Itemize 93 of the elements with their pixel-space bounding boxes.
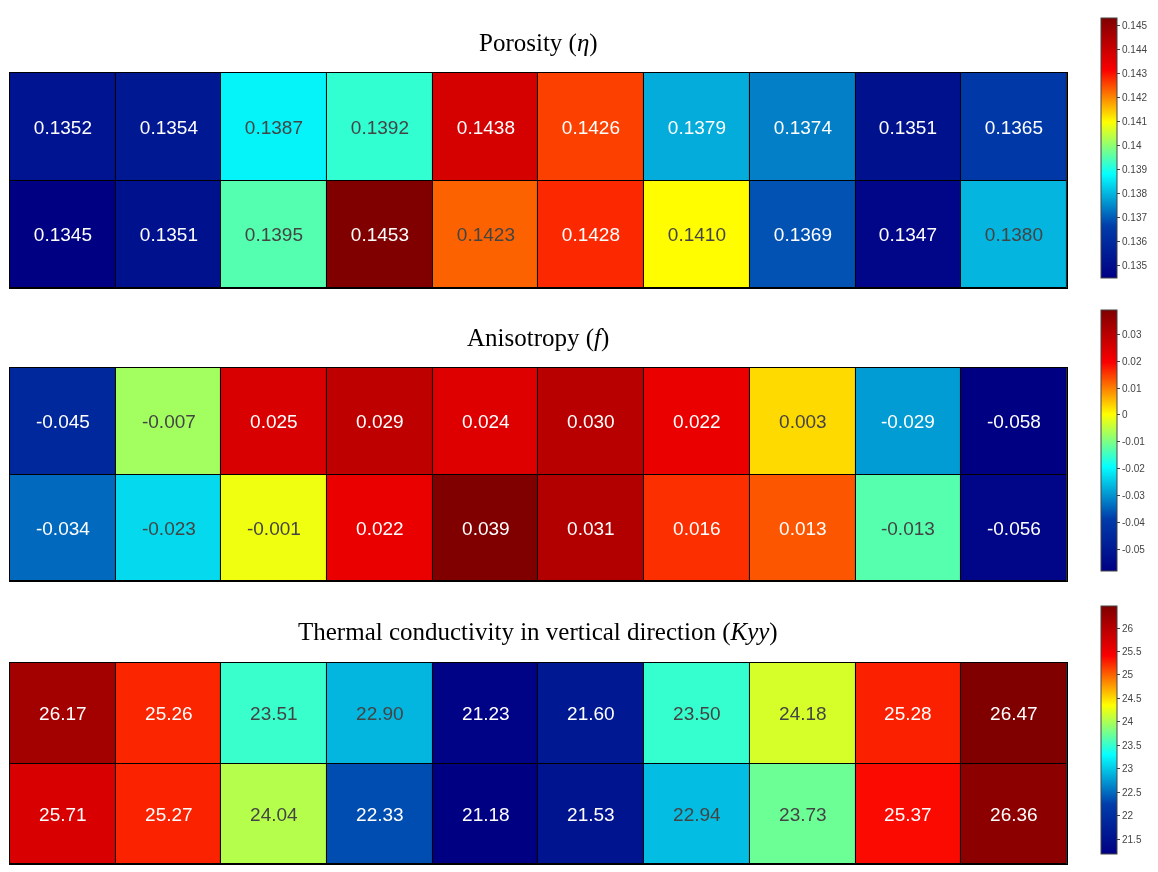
- color-bar-label: -0.02: [1122, 463, 1146, 475]
- color-bar-label: 0.136: [1122, 236, 1148, 248]
- data-label: 26.36: [990, 803, 1038, 825]
- data-label: 0.1426: [561, 116, 620, 138]
- data-label: 21.23: [462, 702, 510, 724]
- data-label: -0.029: [880, 410, 935, 432]
- data-label: 21.53: [567, 803, 615, 825]
- data-label: 22.90: [356, 702, 404, 724]
- chart-title: Porosity (η): [479, 29, 598, 57]
- data-label: 24.04: [250, 803, 299, 825]
- data-label: 0.1365: [984, 116, 1043, 138]
- data-label: 0.025: [250, 410, 298, 432]
- data-label: -0.013: [880, 517, 935, 539]
- data-label: 0.1423: [456, 223, 515, 245]
- color-bar-label: 0.14: [1122, 140, 1142, 152]
- data-label: 25.27: [145, 803, 193, 825]
- color-bar-label: -0.01: [1122, 436, 1146, 448]
- data-label: 24.18: [779, 702, 827, 724]
- color-bar-label: 0.145: [1122, 19, 1148, 31]
- data-label: -0.058: [986, 410, 1041, 432]
- color-bar-label: 0.01: [1122, 382, 1142, 394]
- data-label: 0.016: [673, 517, 721, 539]
- data-label: 22.94: [673, 803, 722, 825]
- data-label: 25.71: [39, 803, 87, 825]
- color-bar-label: 21.5: [1122, 833, 1142, 845]
- data-label: -0.007: [141, 410, 196, 432]
- data-label: 21.60: [567, 702, 615, 724]
- data-label: 0.1380: [984, 223, 1043, 245]
- color-bar-label: -0.04: [1122, 517, 1146, 529]
- color-bar-label: 23.5: [1122, 739, 1142, 751]
- color-bar-label: 25.5: [1122, 645, 1142, 657]
- data-label: 0.022: [356, 517, 404, 539]
- data-label: 0.024: [462, 410, 511, 432]
- data-label: -0.034: [35, 517, 91, 539]
- color-bar-label: 0.141: [1122, 116, 1148, 128]
- data-label: 0.039: [462, 517, 510, 539]
- data-label: 0.1351: [878, 116, 937, 138]
- data-label: -0.045: [35, 410, 90, 432]
- color-bar-label: 0: [1122, 409, 1128, 421]
- color-bar-label: 0.02: [1122, 355, 1142, 367]
- data-label: 0.1387: [244, 116, 303, 138]
- data-label: -0.001: [246, 517, 301, 539]
- chart-title: Anisotropy (f): [467, 324, 610, 352]
- data-label: 26.17: [39, 702, 87, 724]
- data-label: 0.030: [567, 410, 615, 432]
- data-label: 0.1351: [139, 223, 198, 245]
- data-label: 22.33: [356, 803, 404, 825]
- data-label: 0.1438: [456, 116, 515, 138]
- data-label: 0.1453: [350, 223, 409, 245]
- data-label: 0.003: [779, 410, 827, 432]
- color-bar-label: 26: [1122, 622, 1134, 634]
- data-label: 0.1395: [244, 223, 303, 245]
- color-bar-label: 23: [1122, 763, 1134, 775]
- data-label: 0.1354: [139, 116, 199, 138]
- data-label: 0.031: [567, 517, 615, 539]
- data-label: 26.47: [990, 702, 1038, 724]
- color-bar-label: 0.138: [1122, 188, 1148, 200]
- color-bar-label: 0.139: [1122, 164, 1148, 176]
- data-label: 0.1392: [350, 116, 409, 138]
- data-label: 0.1369: [773, 223, 832, 245]
- color-bar-label: 0.143: [1122, 67, 1148, 79]
- data-label: 0.1352: [33, 116, 92, 138]
- data-label: 23.51: [250, 702, 298, 724]
- color-bar-label: 0.144: [1122, 43, 1148, 55]
- data-label: 0.1428: [561, 223, 620, 245]
- data-label: 21.18: [462, 803, 510, 825]
- data-label: 0.1379: [667, 116, 726, 138]
- data-label: 0.013: [779, 517, 827, 539]
- data-label: 0.022: [673, 410, 721, 432]
- data-label: 25.26: [145, 702, 193, 724]
- color-bar-label: -0.05: [1122, 543, 1146, 555]
- data-label: 23.50: [673, 702, 721, 724]
- data-label: 0.1345: [33, 223, 92, 245]
- data-label: 25.37: [884, 803, 932, 825]
- color-bar-label: 24: [1122, 716, 1134, 728]
- data-label: -0.056: [986, 517, 1041, 539]
- data-label: 0.1347: [878, 223, 937, 245]
- chart-title: Thermal conductivity in vertical direction (Kyy): [298, 618, 778, 646]
- data-label: 23.73: [779, 803, 827, 825]
- color-bar-label: 0.142: [1122, 91, 1148, 103]
- data-label: -0.023: [141, 517, 196, 539]
- color-bar-label: 24.5: [1122, 692, 1142, 704]
- color-bar-label: -0.03: [1122, 490, 1146, 502]
- data-label: 0.1410: [667, 223, 726, 245]
- color-bar-label: 0.137: [1122, 212, 1148, 224]
- color-bar-label: 22.5: [1122, 786, 1142, 798]
- color-bar-label: 25: [1122, 669, 1134, 681]
- data-label: 25.28: [884, 702, 932, 724]
- color-bar-label: 22: [1122, 810, 1134, 822]
- data-label: 0.1374: [773, 116, 833, 138]
- data-label: 0.029: [356, 410, 404, 432]
- color-bar-label: 0.135: [1122, 260, 1148, 272]
- color-bar-label: 0.03: [1122, 328, 1142, 340]
